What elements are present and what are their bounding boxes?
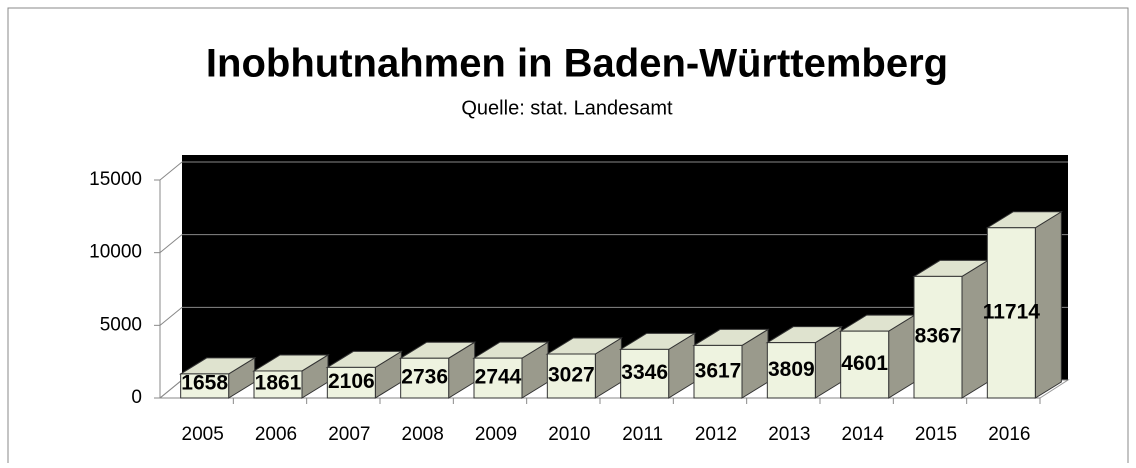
data-label: 3027 — [548, 364, 595, 387]
y-tick-label: 5000 — [100, 314, 142, 335]
bar — [473, 357, 523, 399]
bar — [620, 348, 670, 399]
x-tick-label: 2016 — [988, 424, 1030, 445]
x-tick-label: 2005 — [182, 424, 224, 445]
data-label: 11714 — [983, 300, 1041, 323]
x-tick-label: 2014 — [842, 424, 885, 445]
x-tick-label: 2008 — [402, 424, 444, 445]
y-tick-label: 10000 — [89, 242, 142, 263]
bar — [840, 330, 890, 399]
x-tick-label: 2010 — [548, 424, 590, 445]
data-label: 3617 — [695, 359, 742, 382]
bar — [400, 357, 450, 399]
bar — [180, 373, 230, 399]
x-tick-label: 2009 — [475, 424, 517, 445]
bar-side — [961, 259, 989, 399]
data-label: 3809 — [768, 358, 815, 381]
x-tick-label: 2011 — [622, 424, 663, 445]
data-label: 1861 — [255, 372, 302, 395]
bar — [693, 344, 743, 399]
data-label: 2736 — [401, 366, 448, 389]
bar — [766, 342, 816, 399]
x-tick-label: 2007 — [328, 424, 370, 445]
x-tick-label: 2013 — [768, 424, 810, 445]
data-label: 8367 — [915, 325, 962, 348]
bar — [326, 366, 376, 399]
chart-subtitle: Quelle: stat. Landesamt — [461, 97, 673, 119]
x-tick-label: 2012 — [695, 424, 737, 445]
data-label: 4601 — [841, 352, 888, 375]
data-label: 1658 — [181, 372, 228, 395]
bar — [546, 353, 596, 399]
grid-line — [159, 161, 183, 181]
grid-line — [159, 379, 183, 399]
y-tick-label: 0 — [131, 387, 142, 408]
x-tick-label: 2006 — [255, 424, 297, 445]
grid-line — [159, 306, 183, 326]
bar — [986, 227, 1036, 399]
data-label: 2744 — [475, 366, 522, 389]
x-tick-label: 2015 — [915, 424, 957, 445]
y-tick-label: 15000 — [89, 169, 142, 190]
bar — [253, 370, 303, 399]
chart-title: Inobhutnahmen in Baden-Württemberg — [206, 42, 948, 86]
grid-line — [159, 234, 183, 254]
data-label: 2106 — [328, 370, 375, 393]
bar — [913, 275, 963, 399]
data-label: 3346 — [621, 361, 668, 384]
